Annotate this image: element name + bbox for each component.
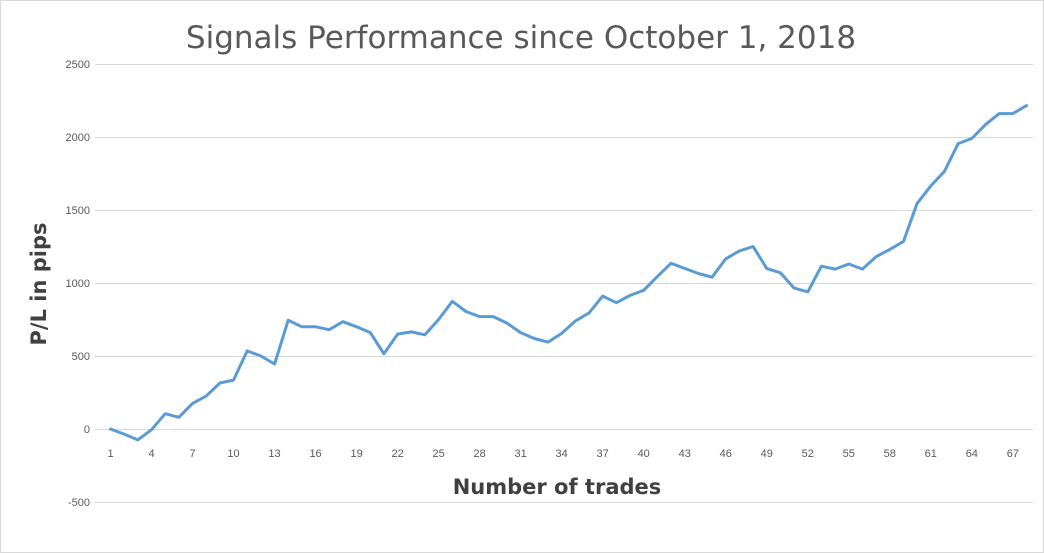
x-tick-label: 49	[761, 448, 773, 460]
x-tick-label: 64	[966, 448, 978, 460]
gridlines	[95, 64, 1033, 503]
x-tick-label: 13	[268, 448, 280, 460]
x-tick-label: 4	[148, 448, 154, 460]
y-tick-label: 1500	[66, 205, 90, 217]
y-tick-label: 1000	[66, 278, 90, 290]
y-tick-label: 500	[72, 351, 90, 363]
x-tick-label: 25	[432, 448, 444, 460]
x-tick-label: 34	[556, 448, 568, 460]
y-tick-label: -500	[68, 497, 90, 509]
x-tick-label: 10	[227, 448, 239, 460]
series-line	[109, 104, 1028, 442]
x-tick-label: 67	[1007, 448, 1019, 460]
x-tick-label: 52	[802, 448, 814, 460]
x-tick-label: 40	[638, 448, 650, 460]
x-tick-label: 43	[679, 448, 691, 460]
y-tick-label: 0	[84, 424, 90, 436]
x-axis-title: Number of trades	[453, 475, 662, 499]
x-tick-label: 22	[391, 448, 403, 460]
x-tick-label: 61	[925, 448, 937, 460]
y-tick-label: 2500	[66, 59, 90, 71]
x-tick-label: 1	[107, 448, 113, 460]
x-tick-label: 46	[720, 448, 732, 460]
x-tick-label: 37	[597, 448, 609, 460]
y-tick-label: 2000	[66, 132, 90, 144]
x-tick-label: 16	[309, 448, 321, 460]
y-axis-tick-labels: -500 0 500 1000 1500 2000 2500	[66, 59, 90, 509]
x-tick-label: 28	[474, 448, 486, 460]
x-tick-label: 31	[515, 448, 527, 460]
series-layer	[109, 104, 1028, 442]
y-axis-title: P/L in pips	[27, 223, 51, 346]
x-tick-label: 19	[350, 448, 362, 460]
x-tick-label: 58	[884, 448, 896, 460]
chart-title: Signals Performance since October 1, 201…	[186, 20, 856, 56]
x-tick-label: 7	[189, 448, 195, 460]
x-axis-tick-labels: 1 4 7 10 13 16 19 22 25 28 31 34 37 40 43 46 49 52 55 58 61 6…	[107, 448, 1019, 460]
x-tick-label: 55	[843, 448, 855, 460]
